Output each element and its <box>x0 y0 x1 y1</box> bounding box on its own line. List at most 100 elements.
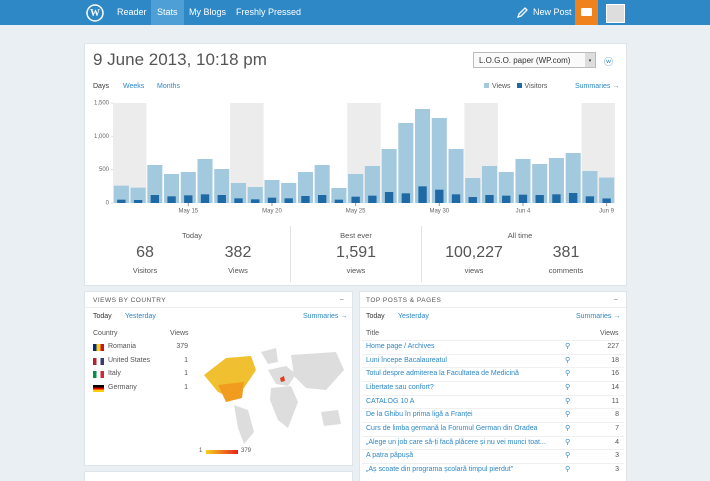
visitors-bar <box>317 195 327 203</box>
search-icon: ⚲ <box>565 411 571 419</box>
legend-label: Visitors <box>524 83 548 90</box>
nav-freshly-pressed[interactable]: Freshly Pressed <box>236 7 302 17</box>
row-separator <box>362 421 624 423</box>
post-title: A patra păpușă <box>366 452 414 460</box>
x-tick-label: May 15 <box>178 209 198 215</box>
nav-my-blogs[interactable]: My Blogs <box>189 7 227 17</box>
blog-select-label: L.O.G.O. paper (WP.com) <box>479 56 571 65</box>
row-separator <box>362 449 624 451</box>
x-tick-label: Jun 9 <box>599 209 614 215</box>
tab-yesterday[interactable]: Yesterday <box>125 313 156 320</box>
search-icon: ⚲ <box>565 343 571 350</box>
legend-swatch <box>516 83 522 88</box>
visitors-bar <box>184 195 193 203</box>
views-bar <box>130 187 146 203</box>
y-tick-label: 1,500 <box>94 101 110 107</box>
visitors-bar <box>418 186 427 203</box>
nav-stats[interactable]: Stats <box>151 0 184 25</box>
views-bar <box>565 153 581 203</box>
column-header: Views <box>170 330 189 337</box>
visitors-bar <box>585 196 595 203</box>
row-separator <box>362 435 624 437</box>
row-separator <box>362 340 624 341</box>
period-weeks[interactable]: Weeks <box>123 83 145 90</box>
visitors-bar <box>251 199 260 203</box>
summaries-link[interactable]: Summaries → <box>303 313 348 320</box>
separator <box>85 307 352 308</box>
views-bar <box>230 183 247 203</box>
divider <box>421 226 422 282</box>
x-tick-label: Jun 4 <box>516 209 531 215</box>
post-title: „Alege un job care să-ți facă plăcere și… <box>366 438 546 446</box>
collapse[interactable]: – <box>614 296 619 303</box>
summaries-link[interactable]: Summaries → <box>576 313 621 320</box>
tab-today[interactable]: Today <box>93 313 112 320</box>
post-title: CATALOG 10 A <box>366 397 415 405</box>
post-views: 18 <box>611 356 619 364</box>
tab-yesterday[interactable]: Yesterday <box>398 313 429 320</box>
notifications[interactable] <box>575 0 598 25</box>
visitors-bar <box>234 198 243 203</box>
post-views: 11 <box>611 397 619 405</box>
nav-reader[interactable]: Reader <box>117 7 147 17</box>
collapse[interactable]: – <box>340 296 345 303</box>
search-icon: ⚲ <box>565 397 571 405</box>
post-title: Curs de limba germană la Forumul German … <box>366 424 538 432</box>
visitors-bar <box>334 199 344 203</box>
country-views: 1 <box>184 370 188 377</box>
visitors-bar <box>351 196 360 203</box>
visitors-bar <box>133 200 143 203</box>
row-separator <box>362 353 624 355</box>
scale-max: 379 <box>241 448 252 454</box>
views-bar <box>348 174 364 203</box>
row-separator <box>362 462 624 464</box>
views-bar <box>431 118 447 203</box>
search-icon: ⚲ <box>565 465 571 473</box>
row-separator <box>362 380 624 382</box>
post-title: Totul despre admiterea la Facultatea de … <box>366 370 519 378</box>
column-header: Title <box>366 330 379 337</box>
search-icon: ⚲ <box>565 452 571 460</box>
post-title: „Aș scoate din programa școlară timpul p… <box>366 465 514 473</box>
search-icon: ⚲ <box>565 383 571 391</box>
today-visitors-label: Visitors <box>132 266 158 275</box>
post-views: 3 <box>615 465 619 473</box>
country-name: Italy <box>108 370 121 377</box>
tab-today[interactable]: Today <box>366 313 385 320</box>
today-heading: Today <box>181 231 203 240</box>
new-post[interactable]: New Post <box>533 7 572 17</box>
post-views: 4 <box>615 438 619 446</box>
period-months[interactable]: Months <box>157 83 180 90</box>
wordpress-logo[interactable]: W <box>86 4 104 22</box>
avatar[interactable] <box>606 4 625 23</box>
country-name: United States <box>108 356 151 364</box>
flag <box>93 357 104 365</box>
views-bar <box>147 165 163 203</box>
views-bar <box>398 123 414 203</box>
svg-text:W: W <box>90 8 100 19</box>
x-tick-label: May 20 <box>262 209 282 215</box>
views-bar <box>281 183 297 203</box>
post-views: 7 <box>615 424 619 432</box>
visitors-bar <box>468 197 477 203</box>
summaries-link[interactable]: Summaries → <box>575 83 620 90</box>
post-views: 3 <box>615 452 619 460</box>
visitors-bar <box>568 193 578 203</box>
period-days[interactable]: Days <box>93 83 109 90</box>
visitors-bar <box>552 194 561 203</box>
post-views: 8 <box>615 411 619 419</box>
views-bar <box>214 169 230 203</box>
views-bar <box>314 165 330 203</box>
blog-select[interactable]: L.O.G.O. paper (WP.com) ▾ <box>473 52 596 68</box>
row-separator <box>362 367 624 369</box>
map-scale <box>206 450 238 454</box>
views-bar <box>481 166 498 203</box>
search-icon: ⚲ <box>565 356 571 364</box>
wp-icon[interactable]: ⓦ <box>604 57 614 67</box>
world-map <box>204 348 344 444</box>
visitors-bar <box>150 195 160 203</box>
today-visitors: 68 <box>136 244 154 261</box>
scale-min: 1 <box>199 448 203 454</box>
post-views: 16 <box>611 370 619 378</box>
